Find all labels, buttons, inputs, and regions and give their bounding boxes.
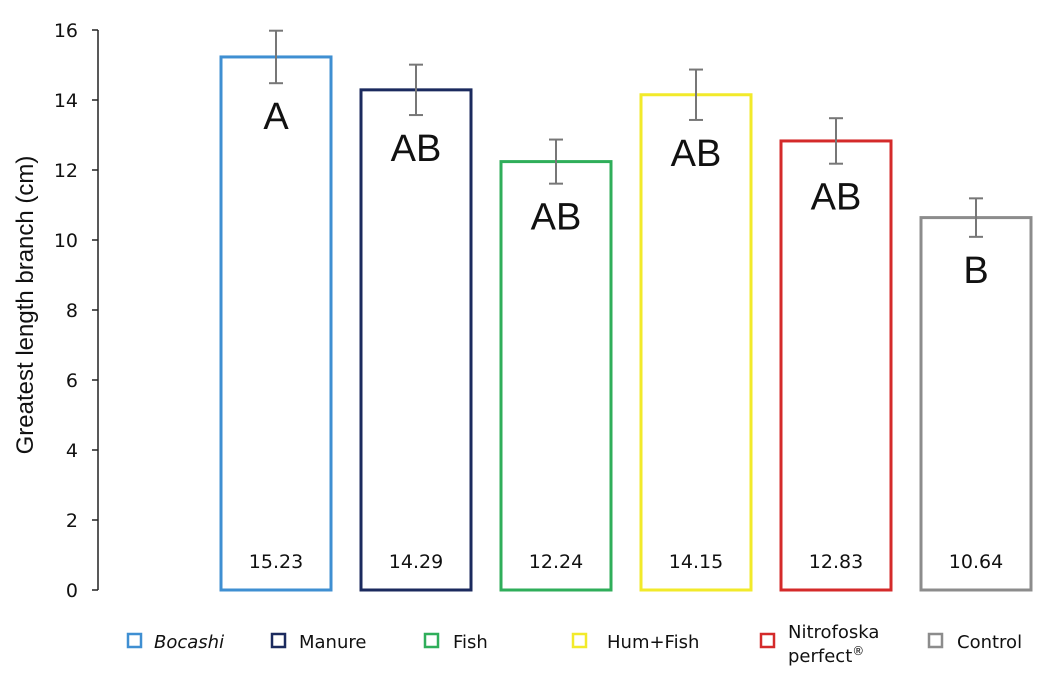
y-tick-label: 4 (66, 440, 78, 462)
legend-swatch (571, 632, 588, 649)
legend-swatch (759, 632, 776, 649)
y-tick-label: 2 (66, 510, 78, 532)
significance-letter: AB (811, 177, 862, 219)
y-tick-label: 14 (54, 90, 78, 112)
legend-label-line1: Nitrofoska (788, 622, 879, 643)
data-label: 14.15 (669, 551, 723, 573)
data-label: 14.29 (389, 551, 443, 573)
data-label: 10.64 (949, 551, 1003, 573)
bar (359, 88, 473, 592)
significance-letter: AB (391, 128, 442, 170)
significance-letter: AB (531, 197, 582, 239)
legend-swatch (126, 632, 143, 649)
legend-label: Fish (453, 632, 488, 653)
legend-label: Hum+Fish (607, 632, 699, 653)
y-tick-label: 0 (66, 580, 78, 602)
data-label: 15.23 (249, 551, 303, 573)
data-label: 12.24 (529, 551, 583, 573)
y-tick-label: 12 (54, 160, 78, 182)
legend-superscript: ® (852, 644, 864, 658)
data-label: 12.83 (809, 551, 863, 573)
y-tick-label: 10 (54, 230, 78, 252)
legend-swatch (927, 632, 944, 649)
bar (779, 139, 893, 592)
significance-letter: B (963, 250, 988, 292)
bar (499, 160, 613, 592)
legend-label-line2: perfect® (788, 644, 864, 667)
y-axis-title: Greatest length branch (cm) (12, 156, 39, 455)
bars-group: A 15.23 AB 14.29 AB 12.24 AB 14.15 AB 12.83 B 10.64 (219, 29, 1033, 592)
significance-letter: A (263, 96, 289, 138)
y-tick-label: 6 (66, 370, 78, 392)
legend-swatch (270, 632, 287, 649)
legend: Bocashi Manure Fish Hum+Fish Nitrofoskaperfe… (126, 622, 1022, 667)
bar (639, 93, 753, 592)
legend-label: Manure (299, 632, 366, 653)
significance-letter: AB (671, 133, 722, 175)
y-tick-label: 8 (66, 300, 78, 322)
y-tick-label: 16 (54, 20, 78, 42)
legend-label: Control (957, 632, 1022, 653)
legend-swatch (423, 632, 440, 649)
y-axis: 0 2 4 6 8 10 12 14 16 (54, 20, 99, 602)
legend-label: Bocashi (154, 632, 224, 653)
legend-label-part: perfect (788, 646, 852, 667)
